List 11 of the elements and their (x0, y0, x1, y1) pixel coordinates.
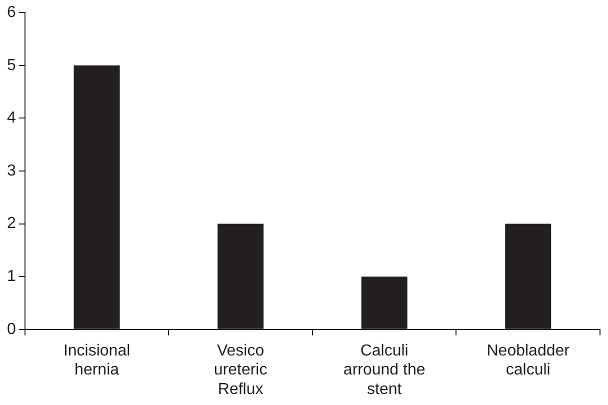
x-tick-label: Vesico ureteric Reflux (214, 342, 268, 398)
x-tick-label: Calculi arround the stent (343, 342, 426, 398)
x-tick-label: Incisional hernia (63, 342, 130, 379)
y-tick-label: 6 (6, 4, 16, 22)
y-tick-label: 2 (6, 215, 16, 232)
y-tick-label: 5 (6, 56, 16, 74)
y-tick-label: 0 (6, 320, 16, 338)
x-tick-label: Neobladder calculi (486, 342, 570, 379)
y-tick-label: 1 (6, 268, 16, 286)
y-tick-label: 4 (6, 110, 16, 127)
y-tick-label: 3 (6, 162, 16, 180)
